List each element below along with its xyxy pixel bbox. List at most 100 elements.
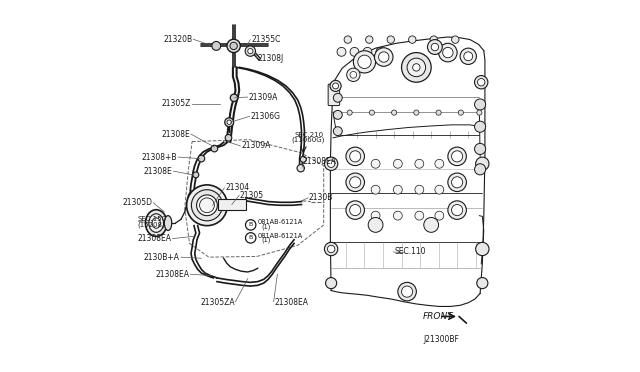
- Circle shape: [328, 160, 335, 167]
- Circle shape: [448, 173, 467, 192]
- Text: 21308E: 21308E: [144, 167, 173, 176]
- Circle shape: [428, 39, 442, 54]
- Text: 21304: 21304: [225, 183, 249, 192]
- Circle shape: [211, 145, 218, 152]
- Ellipse shape: [164, 216, 172, 231]
- Circle shape: [430, 36, 438, 43]
- Text: 21308EA: 21308EA: [156, 270, 189, 279]
- Ellipse shape: [148, 214, 164, 232]
- Circle shape: [248, 48, 253, 54]
- Text: 21305Z: 21305Z: [162, 99, 191, 108]
- Circle shape: [452, 177, 463, 188]
- Circle shape: [350, 47, 359, 56]
- Text: 21309A: 21309A: [241, 141, 271, 151]
- Text: SEC.150: SEC.150: [138, 217, 167, 222]
- Circle shape: [337, 47, 346, 56]
- Text: (11060G): (11060G): [292, 137, 325, 143]
- Circle shape: [300, 156, 307, 162]
- Circle shape: [371, 185, 380, 194]
- Circle shape: [246, 233, 256, 243]
- Circle shape: [230, 42, 237, 49]
- Circle shape: [191, 190, 223, 221]
- Circle shape: [326, 278, 337, 289]
- Circle shape: [230, 94, 237, 102]
- Circle shape: [324, 242, 338, 256]
- Circle shape: [225, 118, 234, 127]
- Circle shape: [225, 135, 232, 141]
- Circle shape: [196, 195, 218, 216]
- Circle shape: [297, 164, 305, 172]
- Text: J21300BF: J21300BF: [423, 335, 459, 344]
- FancyBboxPatch shape: [328, 84, 340, 106]
- Circle shape: [187, 185, 227, 226]
- Circle shape: [346, 147, 364, 166]
- Circle shape: [200, 198, 214, 213]
- Circle shape: [424, 218, 438, 232]
- Circle shape: [328, 245, 335, 253]
- Text: B: B: [248, 235, 253, 240]
- Circle shape: [333, 127, 342, 136]
- Text: 081AB-6121A: 081AB-6121A: [258, 232, 303, 239]
- Circle shape: [448, 201, 467, 219]
- Circle shape: [368, 218, 383, 232]
- Text: SEC.110: SEC.110: [394, 247, 426, 256]
- Circle shape: [347, 68, 360, 81]
- Circle shape: [401, 286, 413, 297]
- Circle shape: [346, 201, 364, 219]
- Text: 21305: 21305: [240, 191, 264, 200]
- Text: (15208): (15208): [138, 222, 165, 228]
- Circle shape: [353, 51, 376, 73]
- Circle shape: [435, 159, 444, 168]
- Text: 2130B: 2130B: [309, 193, 333, 202]
- Ellipse shape: [145, 210, 167, 236]
- Circle shape: [436, 110, 441, 115]
- Bar: [218, 199, 246, 210]
- Circle shape: [198, 155, 205, 162]
- Circle shape: [246, 220, 256, 230]
- Text: 21308EA: 21308EA: [302, 157, 336, 166]
- Circle shape: [413, 64, 420, 71]
- Circle shape: [464, 52, 473, 61]
- Text: 21355C: 21355C: [251, 35, 280, 44]
- Circle shape: [387, 36, 394, 43]
- Text: 081AB-6121A: 081AB-6121A: [258, 219, 303, 225]
- Circle shape: [407, 58, 426, 77]
- Circle shape: [460, 48, 476, 64]
- Circle shape: [431, 43, 438, 51]
- Circle shape: [371, 159, 380, 168]
- Text: 21320B: 21320B: [163, 35, 193, 44]
- Text: FRONT: FRONT: [423, 312, 454, 321]
- Circle shape: [369, 110, 374, 115]
- Circle shape: [378, 52, 389, 62]
- Circle shape: [415, 159, 424, 168]
- Circle shape: [394, 211, 403, 220]
- Text: 21308+B: 21308+B: [142, 153, 177, 161]
- Text: 21308EA: 21308EA: [275, 298, 308, 307]
- Circle shape: [245, 46, 255, 56]
- Circle shape: [435, 211, 444, 220]
- Circle shape: [227, 39, 240, 52]
- Circle shape: [193, 172, 199, 178]
- Circle shape: [365, 36, 373, 43]
- Circle shape: [349, 151, 361, 162]
- Circle shape: [452, 205, 463, 216]
- Circle shape: [398, 282, 417, 301]
- Circle shape: [443, 47, 453, 58]
- Text: 21308E: 21308E: [161, 129, 190, 139]
- Text: SEC.210: SEC.210: [294, 132, 323, 138]
- Circle shape: [477, 278, 488, 289]
- Circle shape: [435, 185, 444, 194]
- Circle shape: [474, 76, 488, 89]
- Circle shape: [349, 177, 361, 188]
- Circle shape: [350, 71, 356, 78]
- Text: (1): (1): [262, 224, 271, 230]
- Text: 21309A: 21309A: [248, 93, 278, 102]
- Circle shape: [374, 48, 393, 66]
- Circle shape: [346, 173, 364, 192]
- Circle shape: [371, 211, 380, 220]
- Circle shape: [347, 110, 352, 115]
- Text: 21306G: 21306G: [250, 112, 280, 121]
- Circle shape: [392, 110, 397, 115]
- Text: 21308EA: 21308EA: [138, 234, 172, 243]
- Circle shape: [474, 121, 486, 132]
